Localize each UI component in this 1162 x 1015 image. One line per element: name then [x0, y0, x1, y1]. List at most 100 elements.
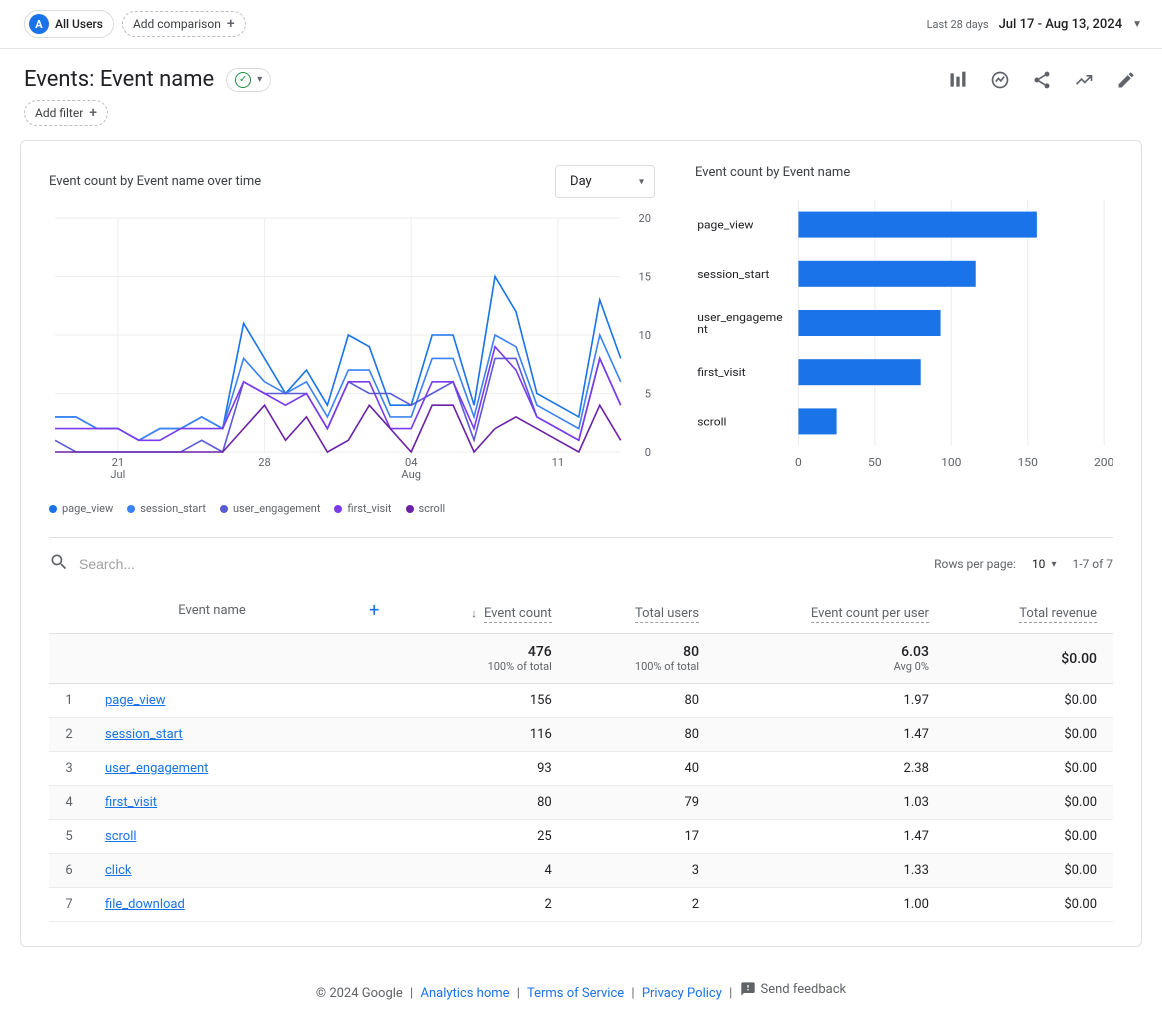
svg-text:150: 150	[1018, 456, 1038, 469]
legend-item[interactable]: first_visit	[334, 502, 391, 515]
bar-chart-title: Event count by Event name	[695, 165, 1113, 180]
legend-item[interactable]: page_view	[49, 502, 113, 515]
row-name: file_download	[89, 888, 395, 922]
row-users: 80	[568, 684, 715, 718]
col-total-users-label: Total users	[635, 606, 699, 623]
all-users-label: All Users	[55, 17, 103, 31]
col-event-count[interactable]: ↓ Event count	[395, 588, 567, 634]
event-link[interactable]: file_download	[105, 897, 185, 912]
rows-per-page-select[interactable]: 10 ▾	[1032, 557, 1057, 571]
page-title: Events: Event name	[24, 67, 214, 92]
plus-icon: +	[227, 16, 235, 32]
top-bar: A All Users Add comparison + Last 28 day…	[0, 0, 1162, 49]
row-per-user: 1.33	[715, 854, 945, 888]
col-revenue[interactable]: Total revenue	[945, 588, 1113, 634]
footer-copyright: © 2024 Google	[316, 986, 403, 1001]
row-revenue: $0.00	[945, 888, 1113, 922]
summary-total-users: 80 100% of total	[568, 634, 715, 684]
col-per-user[interactable]: Event count per user	[715, 588, 945, 634]
row-revenue: $0.00	[945, 854, 1113, 888]
svg-text:5: 5	[645, 388, 651, 401]
bar-chart-panel: Event count by Event name 050100150200pa…	[695, 165, 1113, 515]
row-name: user_engagement	[89, 752, 395, 786]
legend-item[interactable]: user_engagement	[220, 502, 321, 515]
check-circle-icon: ✓	[235, 72, 251, 88]
row-name: click	[89, 854, 395, 888]
col-revenue-label: Total revenue	[1019, 606, 1097, 623]
add-column-button[interactable]: +	[359, 600, 379, 621]
svg-text:21: 21	[112, 456, 124, 469]
table-row: 6click431.33$0.00	[49, 854, 1113, 888]
col-event-name[interactable]: Event name +	[49, 588, 395, 634]
row-per-user: 1.00	[715, 888, 945, 922]
footer-link-analytics-home[interactable]: Analytics home	[420, 986, 509, 1001]
svg-text:200: 200	[1094, 456, 1113, 469]
line-chart-legend: page_view session_start user_engagement fir…	[49, 502, 655, 515]
row-index: 4	[49, 786, 89, 820]
add-comparison-label: Add comparison	[133, 17, 221, 31]
bar-chart: 050100150200page_viewsession_startuser_e…	[695, 192, 1113, 476]
row-index: 6	[49, 854, 89, 888]
col-event-name-label: Event name	[65, 603, 359, 618]
feedback-icon	[740, 981, 756, 997]
edit-icon[interactable]	[1114, 68, 1138, 92]
legend-item[interactable]: scroll	[406, 502, 446, 515]
row-per-user: 2.38	[715, 752, 945, 786]
legend-dot	[220, 505, 228, 513]
event-link[interactable]: click	[105, 863, 132, 878]
event-link[interactable]: session_start	[105, 727, 183, 742]
add-comparison-button[interactable]: Add comparison +	[122, 11, 246, 37]
customize-icon[interactable]	[946, 68, 970, 92]
search-input[interactable]	[79, 556, 924, 572]
row-name: first_visit	[89, 786, 395, 820]
event-link[interactable]: user_engagement	[105, 761, 208, 776]
event-link[interactable]: scroll	[105, 829, 137, 844]
row-index: 5	[49, 820, 89, 854]
send-feedback-button[interactable]: Send feedback	[740, 981, 847, 997]
summary-event-count: 476 100% of total	[395, 634, 567, 684]
row-count: 93	[395, 752, 567, 786]
legend-dot	[406, 505, 414, 513]
date-range-label: Last 28 days	[927, 18, 989, 31]
row-users: 2	[568, 888, 715, 922]
row-name: session_start	[89, 718, 395, 752]
table-row: 5scroll25171.47$0.00	[49, 820, 1113, 854]
insights-icon[interactable]	[988, 68, 1012, 92]
table-row: 4first_visit80791.03$0.00	[49, 786, 1113, 820]
add-filter-label: Add filter	[35, 106, 83, 120]
col-per-user-label: Event count per user	[811, 606, 929, 623]
legend-label: session_start	[140, 502, 206, 515]
event-link[interactable]: page_view	[105, 693, 166, 708]
event-link[interactable]: first_visit	[105, 795, 157, 810]
date-range-picker[interactable]: Last 28 days Jul 17 - Aug 13, 2024 ▼	[927, 17, 1142, 32]
all-users-chip[interactable]: A All Users	[24, 10, 114, 38]
svg-text:first_visit: first_visit	[697, 366, 746, 379]
svg-text:11: 11	[552, 456, 564, 469]
row-count: 2	[395, 888, 567, 922]
table-controls: Rows per page: 10 ▾ 1-7 of 7	[49, 546, 1113, 588]
row-per-user: 1.47	[715, 820, 945, 854]
granularity-value: Day	[570, 174, 592, 189]
footer-link-privacy[interactable]: Privacy Policy	[642, 986, 722, 1001]
row-revenue: $0.00	[945, 718, 1113, 752]
legend-item[interactable]: session_start	[127, 502, 206, 515]
row-index: 2	[49, 718, 89, 752]
trend-icon[interactable]	[1072, 68, 1096, 92]
footer-link-tos[interactable]: Terms of Service	[527, 986, 624, 1001]
svg-text:Jul: Jul	[110, 468, 125, 481]
row-revenue: $0.00	[945, 786, 1113, 820]
footer: © 2024 Google | Analytics home | Terms o…	[0, 967, 1162, 1015]
svg-text:50: 50	[868, 456, 882, 469]
svg-text:100: 100	[941, 456, 961, 469]
share-icon[interactable]	[1030, 68, 1054, 92]
add-filter-button[interactable]: Add filter +	[24, 100, 108, 126]
chevron-down-icon: ▾	[257, 74, 262, 85]
col-total-users[interactable]: Total users	[568, 588, 715, 634]
granularity-select[interactable]: Day	[555, 165, 655, 198]
table-row: 3user_engagement93402.38$0.00	[49, 752, 1113, 786]
row-name: page_view	[89, 684, 395, 718]
status-pill[interactable]: ✓ ▾	[226, 68, 271, 92]
svg-text:28: 28	[258, 456, 270, 469]
row-name: scroll	[89, 820, 395, 854]
summary-per-user: 6.03 Avg 0%	[715, 634, 945, 684]
